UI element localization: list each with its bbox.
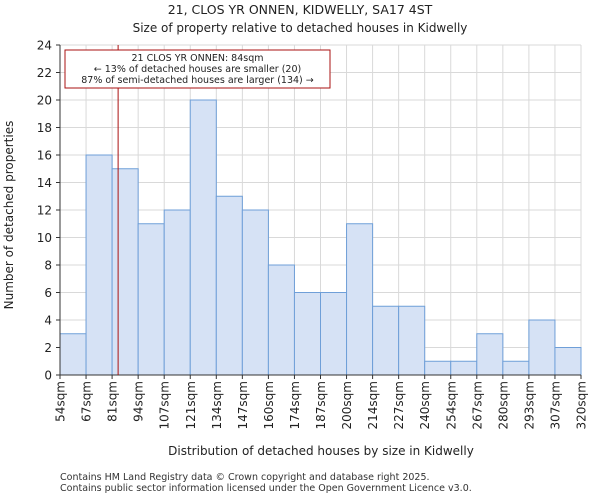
x-tick-label: 134sqm: [210, 381, 224, 429]
x-tick-label: 187sqm: [314, 381, 328, 429]
annotation-line: 87% of semi-detached houses are larger (…: [81, 75, 314, 86]
x-tick-label: 280sqm: [496, 381, 510, 429]
x-tick-label: 147sqm: [236, 381, 250, 429]
y-tick-label: 0: [44, 369, 52, 383]
bars: [59, 99, 582, 376]
bar: [320, 292, 348, 376]
annotation-box: [64, 49, 331, 89]
x-tick-label: 293sqm: [522, 381, 536, 429]
y-tick-label: 22: [37, 66, 52, 80]
x-tick-label: 107sqm: [158, 381, 172, 429]
y-tick-label: 6: [44, 286, 52, 300]
bar: [59, 333, 87, 376]
property-marker: 21 CLOS YR ONNEN: 84sqm← 13% of detached…: [64, 45, 331, 375]
y-tick-label: 20: [37, 94, 52, 108]
bar: [111, 168, 139, 376]
x-tick-label: 94sqm: [132, 381, 146, 422]
x-ticks: 54sqm 67sqm 81sqm 94sqm 107sqm 121sqm 134sqm 14…: [54, 375, 589, 429]
y-tick-label: 12: [37, 204, 52, 218]
x-tick-label: 121sqm: [184, 381, 198, 429]
bar: [241, 209, 269, 376]
bar: [424, 360, 452, 376]
x-tick-label: 227sqm: [392, 381, 406, 429]
x-tick-label: 200sqm: [340, 381, 354, 429]
y-tick-label: 10: [37, 231, 52, 245]
x-tick-label: 214sqm: [366, 381, 380, 429]
annotation-line: 21 CLOS YR ONNEN: 84sqm: [132, 53, 264, 64]
y-tick-label: 18: [37, 121, 52, 135]
bar: [189, 99, 217, 376]
bar: [267, 264, 295, 376]
x-tick-label: 54sqm: [54, 381, 68, 422]
footer-licence: Contains public sector information licen…: [60, 483, 472, 494]
bar: [554, 347, 582, 376]
y-tick-label: 2: [44, 341, 52, 355]
bar: [476, 333, 504, 376]
y-axis-label: Number of detached properties: [2, 121, 16, 310]
bar: [528, 319, 556, 376]
y-tick-label: 24: [37, 39, 52, 53]
bar: [293, 292, 322, 376]
histogram-chart: 21, CLOS YR ONNEN, KIDWELLY, SA17 4ST Si…: [2, 2, 589, 458]
bar: [215, 195, 243, 376]
x-tick-label: 307sqm: [548, 381, 562, 429]
footer-copyright: Contains HM Land Registry data © Crown c…: [60, 472, 430, 483]
x-tick-label: 240sqm: [418, 381, 432, 429]
bar: [450, 360, 478, 376]
x-tick-label: 160sqm: [262, 381, 276, 429]
bar: [163, 209, 191, 376]
bar: [346, 223, 374, 376]
x-tick-label: 67sqm: [80, 381, 94, 422]
x-tick-label: 81sqm: [106, 381, 120, 422]
bar: [137, 223, 165, 376]
chart-subtitle: Size of property relative to detached ho…: [133, 21, 468, 35]
chart-title: 21, CLOS YR ONNEN, KIDWELLY, SA17 4ST: [168, 2, 433, 17]
bar: [372, 305, 400, 376]
x-tick-label: 320sqm: [575, 381, 589, 429]
y-tick-label: 16: [37, 149, 52, 163]
x-tick-label: 174sqm: [288, 381, 302, 429]
annotation-line: ← 13% of detached houses are smaller (20…: [94, 64, 301, 75]
bar: [502, 360, 530, 376]
y-tick-label: 4: [44, 314, 52, 328]
x-axis-label: Distribution of detached houses by size …: [168, 444, 474, 458]
bar: [85, 154, 113, 376]
y-tick-label: 14: [37, 176, 52, 190]
x-tick-label: 267sqm: [470, 381, 484, 429]
y-tick-label: 8: [44, 259, 52, 273]
x-tick-label: 254sqm: [444, 381, 458, 429]
bar: [398, 305, 426, 376]
